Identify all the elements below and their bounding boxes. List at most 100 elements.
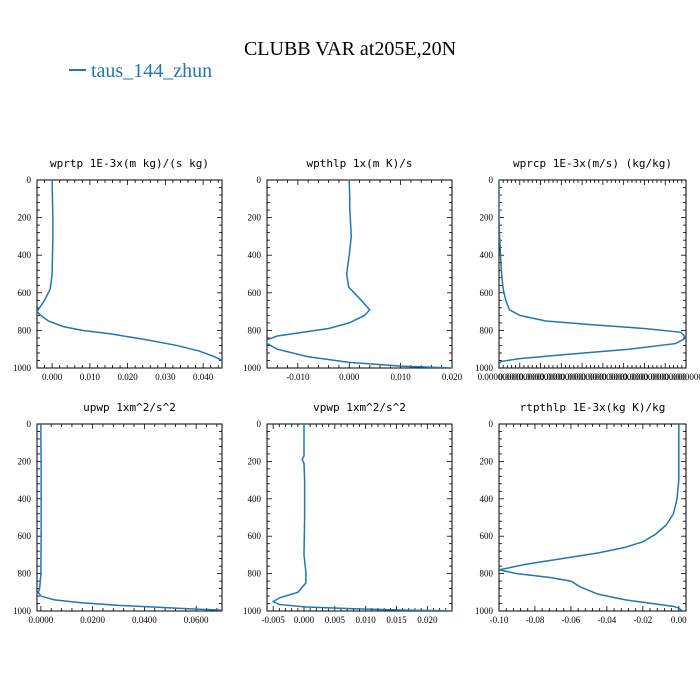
series-line [267, 180, 452, 368]
y-tick-label: 200 [248, 213, 262, 223]
x-tick-label: 0.00000004 [665, 372, 700, 382]
x-tick-label: 0.015 [386, 615, 407, 625]
x-tick-label: 0.00000000 [540, 372, 583, 382]
x-tick-label: 0.040 [193, 372, 214, 382]
x-tick-label: 0.000 [294, 615, 315, 625]
y-tick-label: 800 [480, 569, 494, 579]
subplot-title: wprtp 1E-3x(m kg)/(s kg) [50, 157, 209, 170]
x-tick-label: 0.00000000 [623, 372, 666, 382]
y-tick-label: 200 [18, 213, 32, 223]
x-tick-label: 0.00000000 [561, 372, 604, 382]
y-tick-label: 0 [27, 175, 32, 185]
y-tick-label: 0 [489, 175, 494, 185]
y-tick-label: 600 [18, 531, 32, 541]
series-line [499, 424, 683, 611]
x-tick-label: 0.020 [442, 372, 463, 382]
series-line [37, 180, 222, 362]
x-tick-label: 0.00000000 [519, 372, 562, 382]
y-tick-label: 0 [27, 419, 32, 429]
series-line [37, 424, 222, 611]
subplot-3: wprcp 1E-3x(m/s) (kg/kg) 0 200 400 600 800 100… [475, 157, 700, 382]
x-tick-label: 0.00000000 [582, 372, 625, 382]
x-tick-label: 0.020 [117, 372, 138, 382]
y-tick-label: 200 [480, 213, 494, 223]
y-tick-label: 600 [480, 288, 494, 298]
plot-frame [498, 423, 687, 612]
x-tick-label: 0.0600 [184, 615, 209, 625]
subplot-title: vpwp 1xm^2/s^2 [313, 401, 406, 414]
x-tick-label: 0.010 [356, 615, 377, 625]
x-tick-label: -0.02 [633, 615, 652, 625]
y-tick-label: 1000 [243, 363, 262, 373]
y-tick-label: 200 [480, 456, 494, 466]
subplot-6: rtpthlp 1E-3x(kg K)/kg02004006008001000-… [475, 401, 687, 625]
x-tick-label: 0.0200 [80, 615, 105, 625]
y-tick-label: 0 [257, 175, 262, 185]
subplot-1: wprtp 1E-3x(m kg)/(s kg) 0 200 400 600 800 100… [13, 157, 223, 382]
y-tick-label: 400 [248, 250, 262, 260]
y-tick-label: 800 [248, 569, 262, 579]
subplot-title: upwp 1xm^2/s^2 [83, 401, 176, 414]
y-tick-label: 400 [18, 494, 32, 504]
x-tick-label: 0.00000000 [602, 372, 645, 382]
x-tick-label: -0.005 [262, 615, 286, 625]
subplot-title: rtpthlp 1E-3x(kg K)/kg [520, 401, 666, 414]
x-tick-label: 0.005 [325, 615, 346, 625]
x-tick-label: 0.010 [80, 372, 101, 382]
x-tick-label: 0.00000000 [644, 372, 687, 382]
y-tick-label: 800 [248, 325, 262, 335]
x-tick-label: 0.0000 [29, 615, 54, 625]
legend-label: taus_144_zhun [91, 60, 212, 82]
y-tick-label: 1000 [243, 606, 262, 616]
x-tick-label: 0.020 [417, 615, 438, 625]
y-tick-label: 1000 [13, 363, 32, 373]
plot-frame [266, 179, 453, 369]
subplot-2: wpthlp 1x(m K)/s 0 200 400 600 800 1000 -0.010 0… [243, 157, 463, 382]
x-tick-label: 0.000 [42, 372, 63, 382]
plot-frame [266, 423, 453, 612]
y-tick-label: 600 [18, 288, 32, 298]
x-tick-label: 0.0400 [132, 615, 157, 625]
y-tick-label: 400 [248, 494, 262, 504]
subplots: wprtp 1E-3x(m kg)/(s kg) 0 200 400 600 800 100… [13, 157, 700, 625]
y-tick-label: 200 [18, 456, 32, 466]
y-tick-label: 600 [248, 531, 262, 541]
y-tick-label: 600 [248, 288, 262, 298]
subplot-5: vpwp 1xm^2/s^2 0 200 400 600 800 1000-0.005 0.0… [243, 401, 453, 625]
y-tick-label: 800 [18, 325, 32, 335]
y-tick-label: 400 [480, 250, 494, 260]
y-tick-label: 400 [480, 494, 494, 504]
x-tick-label: 0.00 [671, 615, 687, 625]
x-tick-label: -0.06 [562, 615, 581, 625]
x-tick-label: -0.10 [490, 615, 509, 625]
legend: taus_144_zhun [69, 60, 212, 82]
y-tick-label: 1000 [475, 363, 494, 373]
series-line [271, 424, 452, 611]
plot-frame [498, 179, 687, 369]
x-tick-label: 0.000 [339, 372, 360, 382]
x-tick-label: -0.010 [286, 372, 310, 382]
subplot-title: wprcp 1E-3x(m/s) (kg/kg) [513, 157, 672, 170]
x-tick-label: -0.08 [526, 615, 545, 625]
y-tick-label: 600 [480, 531, 494, 541]
y-tick-label: 200 [248, 456, 262, 466]
y-tick-label: 1000 [475, 606, 494, 616]
y-tick-label: 800 [18, 569, 32, 579]
x-tick-label: -0.04 [598, 615, 617, 625]
x-tick-label: 0.030 [155, 372, 176, 382]
plot-frame [36, 423, 223, 612]
x-tick-label: 0.00000000 [478, 372, 521, 382]
y-tick-label: 0 [489, 419, 494, 429]
x-tick-label: 0.010 [390, 372, 411, 382]
y-tick-label: 0 [257, 419, 262, 429]
plot-frame [36, 179, 223, 369]
y-tick-label: 800 [480, 325, 494, 335]
y-tick-label: 400 [18, 250, 32, 260]
y-tick-label: 1000 [13, 606, 32, 616]
series-line [499, 180, 686, 364]
x-tick-label: 0.00000000 [498, 372, 541, 382]
figure-title: CLUBB VAR at205E,20N [244, 38, 456, 60]
subplot-title: wpthlp 1x(m K)/s [307, 157, 413, 170]
